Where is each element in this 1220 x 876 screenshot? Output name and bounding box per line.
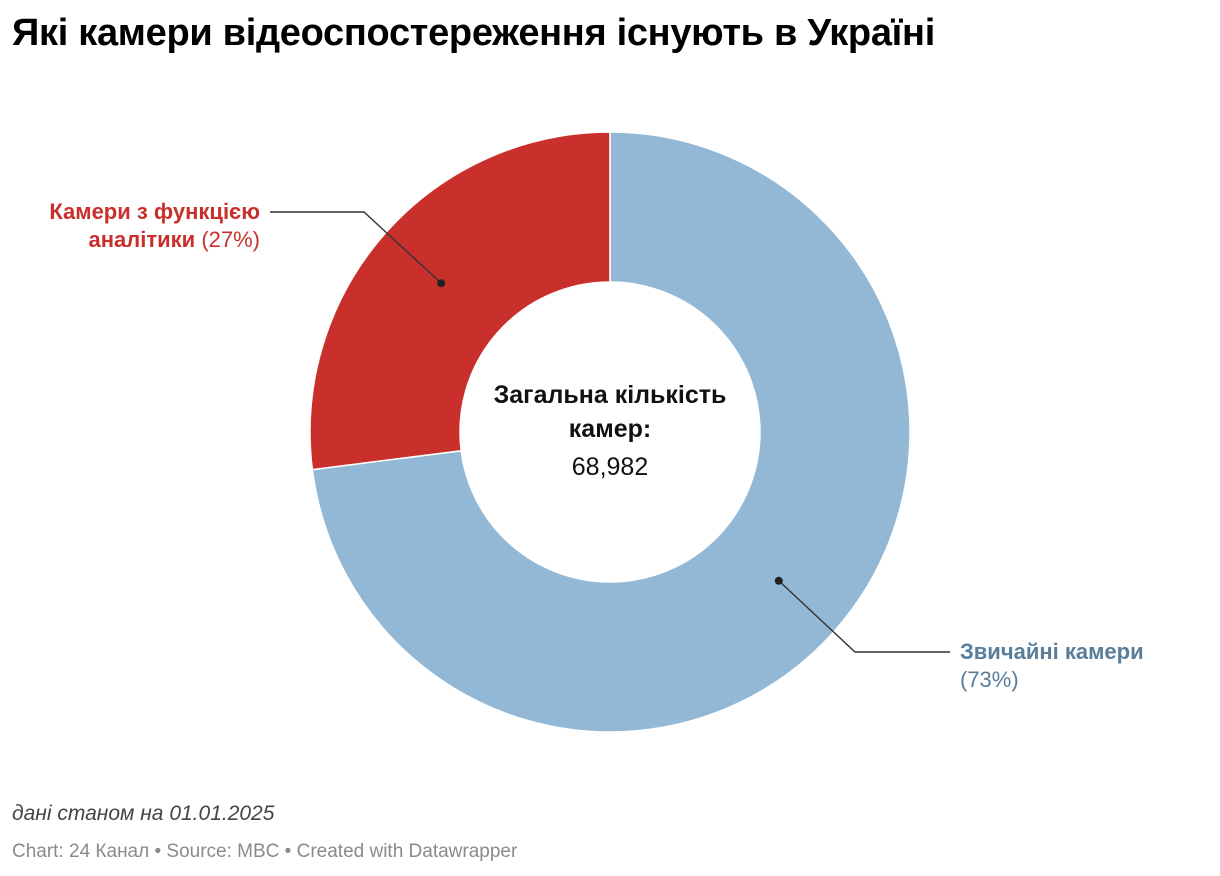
label-analytics-pct: (27%) — [201, 227, 260, 252]
chart-notes: дані станом на 01.01.2025 — [12, 802, 275, 825]
label-regular-name: Звичайні камери — [960, 639, 1144, 664]
label-regular-pct: (73%) — [960, 667, 1019, 692]
label-analytics-cameras: Камери з функцією аналітики (27%) — [49, 198, 260, 254]
center-total-label: Загальна кількість камер: — [493, 381, 727, 443]
donut-center: Загальна кількість камер: 68,982 — [460, 378, 760, 486]
leader-regular-cameras — [774, 576, 950, 653]
slice-regular-cameras — [311, 131, 911, 733]
label-analytics-name-line2: аналітики — [88, 227, 196, 252]
center-total-value: 68,982 — [571, 453, 649, 481]
label-regular-cameras: Звичайні камери (73%) — [960, 638, 1144, 694]
leader-analytics-cameras — [270, 211, 446, 288]
chart-title: Які камери відеоспостереження існують в … — [12, 12, 935, 54]
label-analytics-name-line1: Камери з функцією — [49, 199, 260, 224]
chart-footer: Chart: 24 Канал • Source: MBC • Created … — [12, 841, 518, 862]
slice-analytics-cameras — [309, 131, 611, 471]
